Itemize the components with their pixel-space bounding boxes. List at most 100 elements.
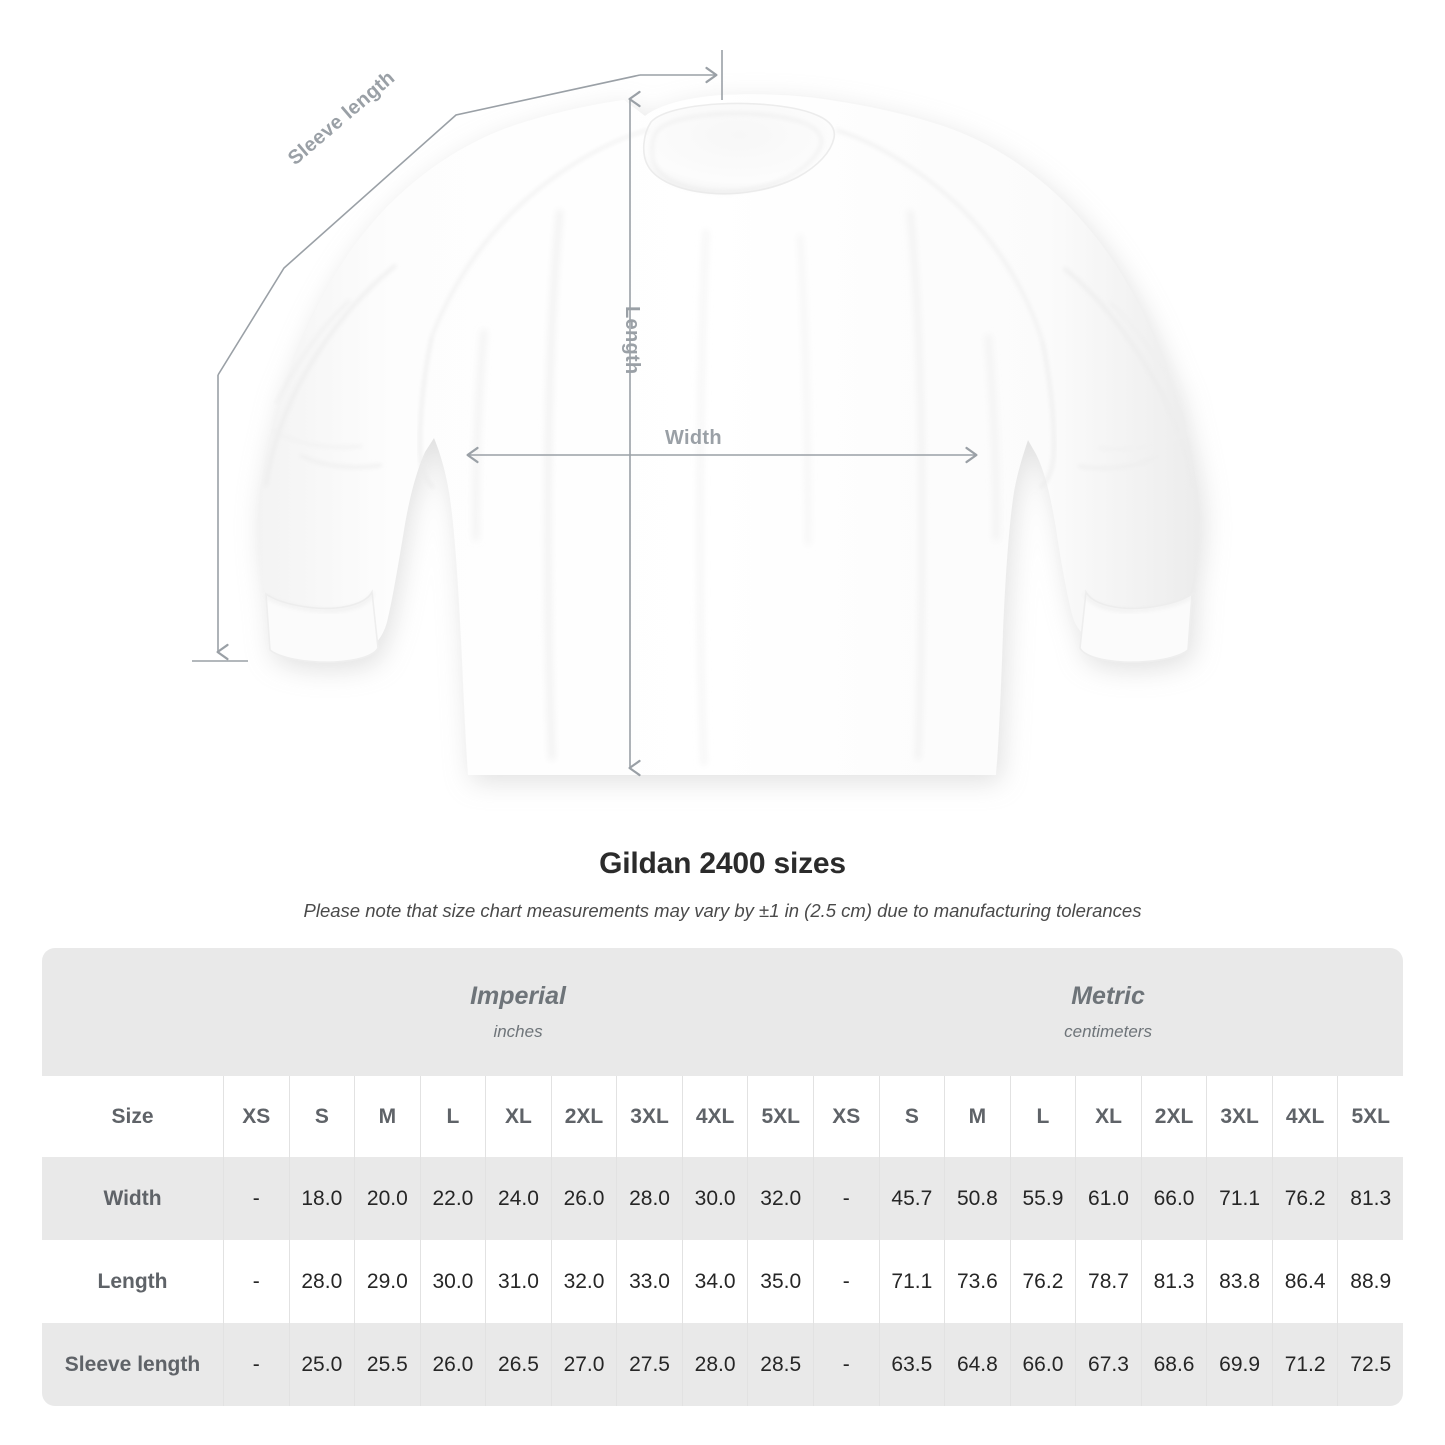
- cell-width-metric-4xl: 76.2: [1271, 1157, 1338, 1240]
- column-header-metric-m: M: [944, 1076, 1010, 1157]
- cell-sleeve-imperial-s: 25.0: [288, 1323, 355, 1406]
- cell-sleeve-imperial-3xl: 27.5: [616, 1323, 682, 1406]
- cell-width-metric-5xl: 81.3: [1337, 1157, 1404, 1240]
- cell-width-imperial-l: 22.0: [419, 1157, 486, 1240]
- column-header-imperial-m: M: [354, 1076, 420, 1157]
- row-header-length: Length: [42, 1240, 223, 1323]
- unit-group-row: Imperial inches Metric centimeters: [42, 948, 1404, 1076]
- cell-length-imperial-xs: -: [223, 1240, 289, 1323]
- column-header-imperial-xl: XL: [485, 1076, 551, 1157]
- cell-width-metric-2xl: 66.0: [1140, 1157, 1207, 1240]
- column-header-metric-xl: XL: [1075, 1076, 1141, 1157]
- garment-svg: [192, 50, 1200, 777]
- unit-group-imperial-name: Imperial: [470, 981, 566, 1010]
- size-table-container: Imperial inches Metric centimeters Size …: [42, 948, 1404, 1406]
- cell-sleeve-metric-m: 64.8: [944, 1323, 1010, 1406]
- cell-sleeve-metric-xl: 67.3: [1075, 1323, 1141, 1406]
- collar: [642, 102, 836, 195]
- cell-width-metric-xs: -: [813, 1157, 879, 1240]
- cell-length-metric-xs: -: [813, 1240, 879, 1323]
- column-header-imperial-l: L: [419, 1076, 486, 1157]
- cell-width-imperial-m: 20.0: [354, 1157, 420, 1240]
- row-header-width: Width: [42, 1157, 223, 1240]
- cell-width-imperial-5xl: 32.0: [747, 1157, 814, 1240]
- cell-length-metric-2xl: 81.3: [1140, 1240, 1207, 1323]
- shoulder-seam-right: [835, 128, 1044, 341]
- cell-length-imperial-2xl: 32.0: [550, 1240, 617, 1323]
- cell-length-imperial-l: 30.0: [419, 1240, 486, 1323]
- column-header-imperial-s: S: [288, 1076, 355, 1157]
- body-folds: [473, 209, 999, 766]
- cell-sleeve-imperial-4xl: 28.0: [681, 1323, 748, 1406]
- cell-length-metric-s: 71.1: [878, 1240, 945, 1323]
- cuff-right: [1079, 589, 1193, 663]
- cell-length-metric-xl: 78.7: [1075, 1240, 1141, 1323]
- armhole-seam-right: [1039, 339, 1056, 490]
- cell-length-imperial-m: 29.0: [354, 1240, 420, 1323]
- cuff-seam-left: [265, 592, 375, 612]
- sleeve-creases-right: [1063, 266, 1194, 489]
- cell-length-metric-4xl: 86.4: [1271, 1240, 1338, 1323]
- width-dimension-label: Width: [665, 427, 722, 449]
- unit-group-metric: Metric centimeters: [813, 948, 1404, 1076]
- shirt-silhouette: [258, 94, 1200, 776]
- column-header-imperial-4xl: 4XL: [681, 1076, 748, 1157]
- column-header-metric-l: L: [1009, 1076, 1076, 1157]
- unit-group-metric-name: Metric: [1071, 981, 1145, 1010]
- cell-sleeve-imperial-m: 25.5: [354, 1323, 420, 1406]
- table-row-length: Length - 28.0 29.0 30.0 31.0 32.0 33.0 3…: [42, 1240, 1404, 1323]
- dimension-lines: [192, 50, 978, 777]
- cell-length-imperial-xl: 31.0: [485, 1240, 551, 1323]
- cell-length-metric-m: 73.6: [944, 1240, 1010, 1323]
- cell-width-imperial-xs: -: [223, 1157, 289, 1240]
- unit-group-imperial: Imperial inches: [223, 948, 814, 1076]
- cell-width-imperial-s: 18.0: [288, 1157, 355, 1240]
- sleeve-dim-diagonal: [217, 74, 641, 376]
- cell-sleeve-metric-s: 63.5: [878, 1323, 945, 1406]
- shirt-graphic: [258, 94, 1200, 776]
- unit-band-spacer: [42, 948, 223, 1076]
- cell-length-metric-l: 76.2: [1009, 1240, 1076, 1323]
- cell-length-imperial-3xl: 33.0: [616, 1240, 682, 1323]
- cell-sleeve-metric-l: 66.0: [1009, 1323, 1076, 1406]
- cuff-left: [265, 589, 379, 663]
- shoulder-seam-left: [430, 128, 649, 337]
- cell-width-metric-m: 50.8: [944, 1157, 1010, 1240]
- cell-width-imperial-2xl: 26.0: [550, 1157, 617, 1240]
- unit-group-imperial-unit: inches: [493, 1021, 543, 1041]
- cell-width-metric-s: 45.7: [878, 1157, 945, 1240]
- cell-width-metric-xl: 61.0: [1075, 1157, 1141, 1240]
- cell-length-imperial-s: 28.0: [288, 1240, 355, 1323]
- column-header-imperial-3xl: 3XL: [616, 1076, 682, 1157]
- row-header-sleeve-length: Sleeve length: [42, 1323, 223, 1406]
- cell-sleeve-imperial-5xl: 28.5: [747, 1323, 814, 1406]
- cell-width-metric-l: 55.9: [1009, 1157, 1076, 1240]
- column-header-metric-s: S: [878, 1076, 945, 1157]
- cell-width-imperial-4xl: 30.0: [681, 1157, 748, 1240]
- cell-sleeve-metric-4xl: 71.2: [1271, 1323, 1338, 1406]
- armhole-seam-left: [418, 335, 435, 490]
- cell-sleeve-imperial-xs: -: [223, 1323, 289, 1406]
- unit-group-metric-unit: centimeters: [1064, 1021, 1152, 1041]
- column-header-imperial-xs: XS: [223, 1076, 289, 1157]
- column-header-metric-xs: XS: [813, 1076, 879, 1157]
- table-row-sleeve-length: Sleeve length - 25.0 25.5 26.0 26.5 27.0…: [42, 1323, 1404, 1406]
- cuff-seam-right: [1083, 592, 1193, 612]
- table-header-row: Size XS S M L XL 2XL 3XL 4XL 5XL XS S M …: [42, 1076, 1404, 1157]
- collar-inner-ring: [651, 112, 823, 193]
- cell-sleeve-metric-3xl: 69.9: [1206, 1323, 1272, 1406]
- column-header-imperial-5xl: 5XL: [747, 1076, 814, 1157]
- title-block: Gildan 2400 sizes Please note that size …: [0, 845, 1445, 923]
- column-header-metric-2xl: 2XL: [1140, 1076, 1207, 1157]
- page-title: Gildan 2400 sizes: [599, 847, 846, 880]
- cell-sleeve-metric-5xl: 72.5: [1337, 1323, 1404, 1406]
- size-table: Imperial inches Metric centimeters Size …: [42, 948, 1404, 1406]
- cell-length-imperial-4xl: 34.0: [681, 1240, 748, 1323]
- tolerance-note: Please note that size chart measurements…: [303, 900, 1142, 921]
- cell-sleeve-metric-2xl: 68.6: [1140, 1323, 1207, 1406]
- column-header-metric-4xl: 4XL: [1271, 1076, 1338, 1157]
- column-header-metric-3xl: 3XL: [1206, 1076, 1272, 1157]
- cell-sleeve-metric-xs: -: [813, 1323, 879, 1406]
- cell-length-metric-5xl: 88.9: [1337, 1240, 1404, 1323]
